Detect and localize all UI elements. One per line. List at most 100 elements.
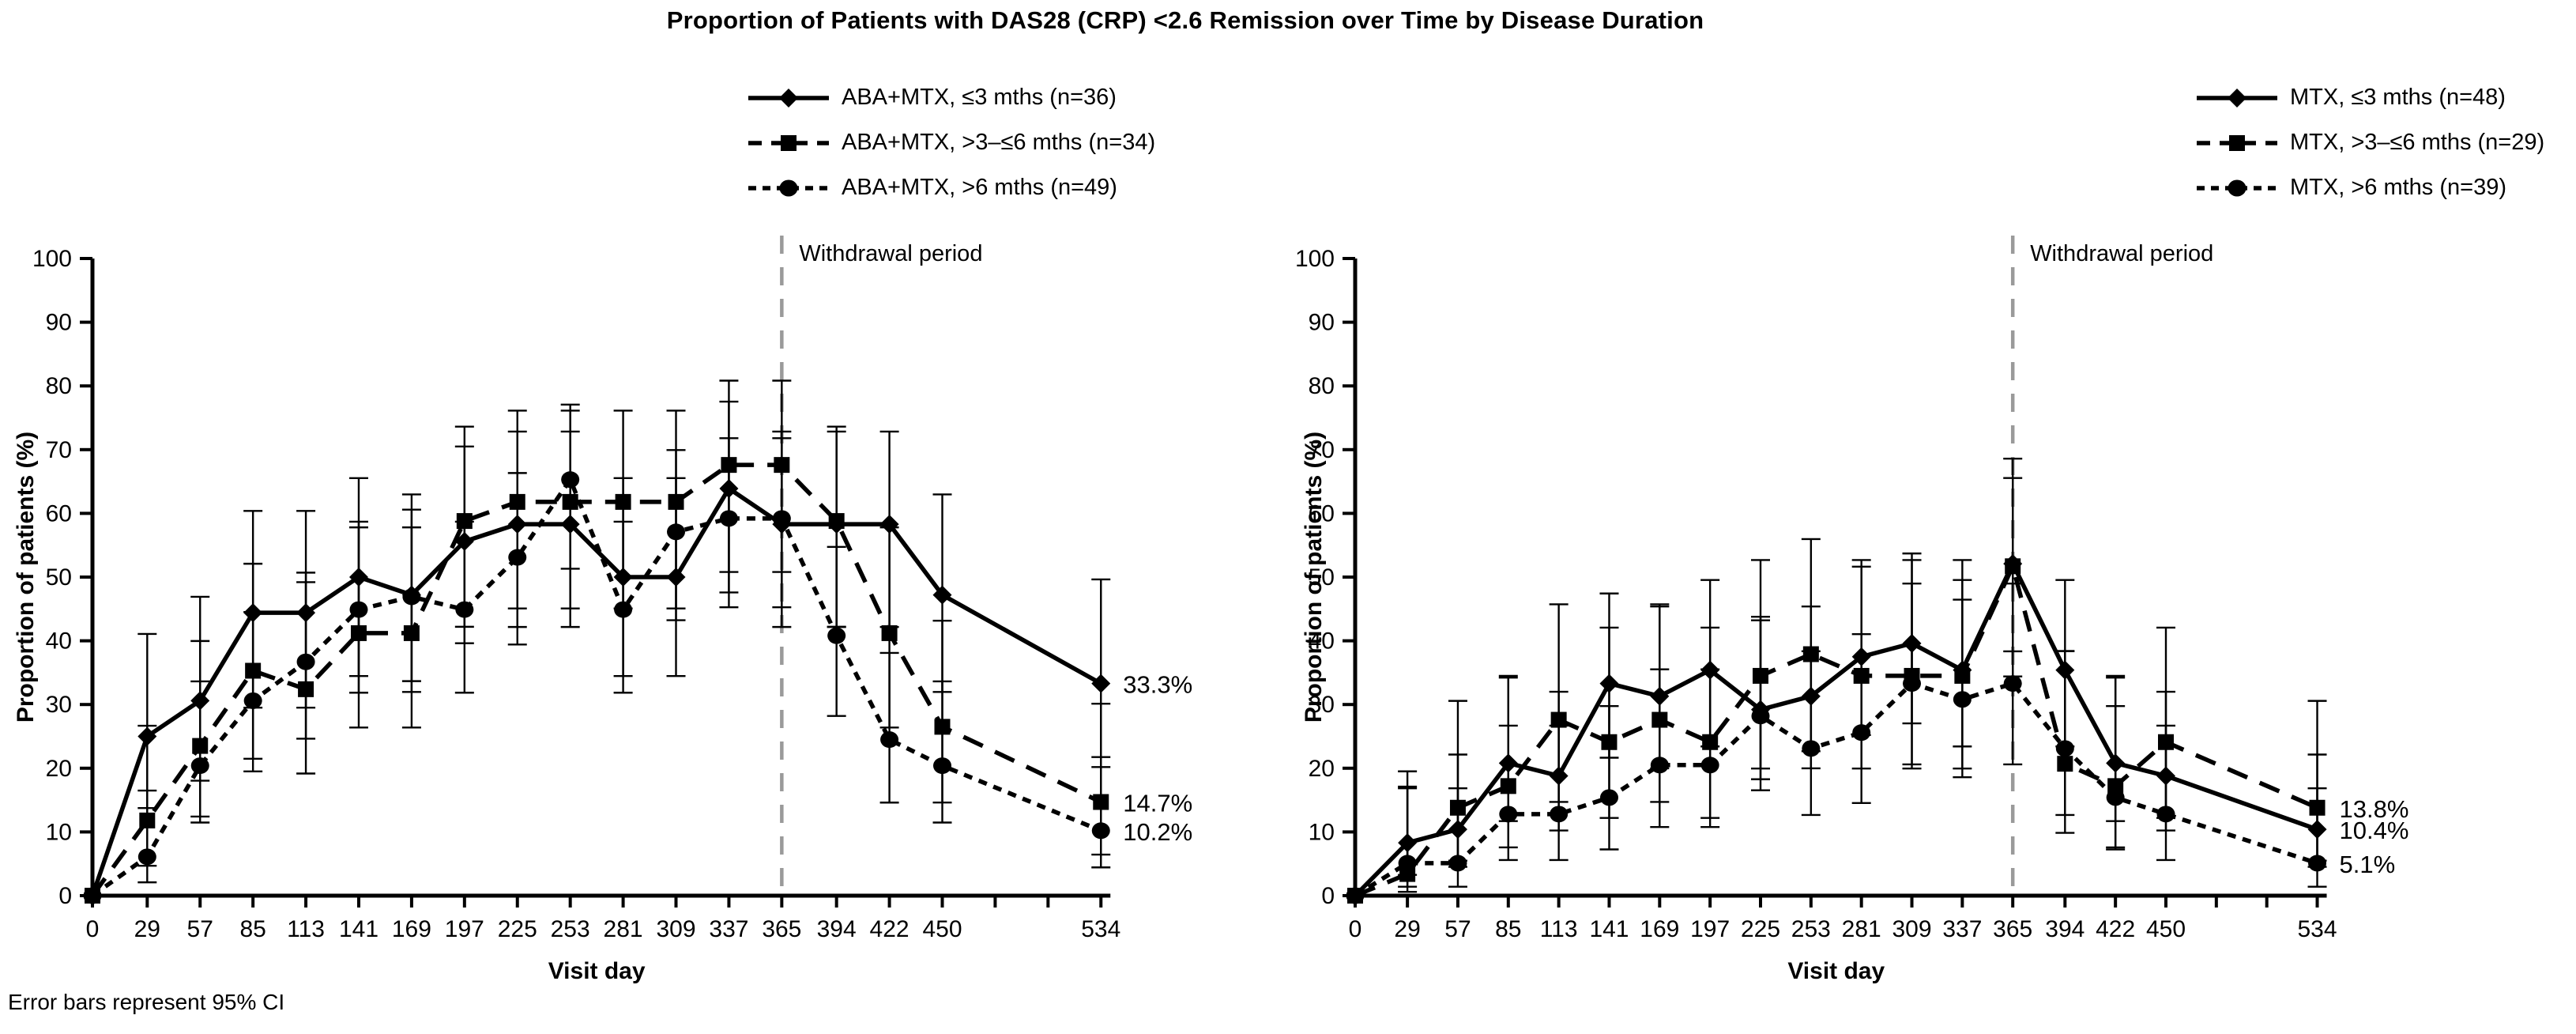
- diamond-marker-icon: [1599, 674, 1619, 693]
- error-bar: [2003, 582, 2023, 766]
- diamond-marker-icon: [2055, 660, 2075, 680]
- legend-marker-square-icon: [2197, 134, 2277, 151]
- square-marker-icon: [350, 625, 367, 641]
- x-tick-label: 253: [1791, 916, 1831, 942]
- y-tick-label: 70: [1309, 437, 1335, 463]
- x-tick-label: 337: [1942, 916, 1982, 942]
- legend-item: MTX, ≤3 mths (n=48): [2195, 75, 2544, 120]
- y-tick-label: 70: [46, 437, 72, 463]
- x-tick-label: 197: [445, 916, 484, 942]
- y-tick-label: 90: [46, 310, 72, 336]
- diamond-marker-icon: [1398, 833, 1418, 853]
- circle-marker-icon: [349, 601, 368, 618]
- circle-marker-icon: [614, 601, 633, 618]
- square-marker-icon: [828, 513, 845, 530]
- x-tick-label: 394: [2045, 916, 2085, 942]
- x-tick-label: 225: [1741, 916, 1780, 942]
- chart-mtx: 0 10 20 30 40 50 60 70 80 90 100 0 29 57 85 113 141 169 19…: [1295, 236, 2409, 984]
- x-tick-label: 113: [1540, 916, 1578, 942]
- diamond-marker-icon: [243, 603, 263, 623]
- square-marker-icon: [1954, 667, 1971, 684]
- legend-mtx: MTX, ≤3 mths (n=48) MTX, >3–≤6 mths (n=29…: [2195, 75, 2544, 210]
- circle-marker-icon: [1903, 675, 1922, 692]
- y-tick-label: 40: [1309, 628, 1335, 655]
- circle-marker-icon: [1398, 855, 1417, 872]
- error-bar: [1599, 705, 1619, 851]
- square-marker-icon: [1753, 667, 1768, 684]
- legend-label: ABA+MTX, ≤3 mths (n=36): [842, 85, 1117, 110]
- square-marker-icon: [881, 625, 898, 641]
- y-tick-label: 10: [46, 819, 72, 845]
- square-marker-icon: [403, 625, 420, 641]
- series-end-label: 10.4%: [2340, 817, 2409, 844]
- y-tick-label: 80: [1309, 373, 1335, 399]
- circle-marker-icon: [2228, 179, 2246, 196]
- error-bar: [243, 611, 263, 772]
- error-bar: [1801, 650, 1821, 817]
- y-tick-label: 50: [46, 564, 72, 591]
- error-bar-note: Error bars represent 95% CI: [8, 990, 285, 1014]
- legend-item: ABA+MTX, >6 mths (n=49): [747, 165, 1155, 210]
- square-marker-icon: [781, 134, 797, 151]
- x-tick-label: 281: [1842, 916, 1881, 942]
- circle-marker-icon: [190, 757, 209, 775]
- legend-item: MTX, >6 mths (n=39): [2195, 165, 2544, 210]
- figure-title: Proportion of Patients with DAS28 (CRP) …: [666, 6, 1704, 34]
- y-tick-label: 30: [1309, 692, 1335, 718]
- x-tick-label: 29: [134, 916, 160, 942]
- x-tick-label: 141: [1589, 916, 1629, 942]
- x-tick-label: 534: [2297, 916, 2337, 942]
- circle-marker-icon: [1091, 822, 1110, 840]
- diamond-marker-icon: [1700, 660, 1720, 680]
- y-tick-label: 100: [1295, 246, 1335, 272]
- y-axis-title: Proportion of patients (%): [13, 432, 39, 723]
- diamond-marker-icon: [613, 568, 633, 587]
- circle-marker-icon: [1650, 757, 1669, 774]
- x-tick-label: 365: [762, 916, 801, 942]
- y-tick-label: 50: [1309, 564, 1335, 591]
- diamond-marker-icon: [1091, 674, 1111, 693]
- diamond-marker-icon: [2106, 753, 2126, 773]
- y-tick-label: 90: [1309, 310, 1335, 336]
- error-bar: [1091, 756, 1111, 869]
- series-line-square: [90, 462, 1102, 897]
- diamond-marker-icon: [1801, 686, 1821, 706]
- square-marker-icon: [245, 662, 262, 679]
- diamond-marker-icon: [1498, 753, 1518, 773]
- x-tick-label: 85: [1495, 916, 1521, 942]
- circle-marker-icon: [1700, 757, 1719, 774]
- legend-label: ABA+MTX, >3–≤6 mths (n=34): [842, 130, 1156, 155]
- diamond-marker-icon: [507, 515, 527, 534]
- x-tick-label: 450: [2146, 916, 2186, 942]
- diamond-marker-icon: [1902, 633, 1922, 653]
- circle-marker-icon: [1751, 708, 1770, 725]
- square-marker-icon: [668, 493, 684, 510]
- square-marker-icon: [2309, 799, 2326, 816]
- error-bar: [2106, 705, 2126, 851]
- circle-marker-icon: [1802, 740, 1821, 757]
- legend-marker-diamond-icon: [2197, 88, 2277, 108]
- square-marker-icon: [2229, 134, 2245, 151]
- circle-marker-icon: [1852, 724, 1871, 742]
- circle-marker-icon: [455, 601, 474, 618]
- legend-label: MTX, >6 mths (n=39): [2290, 175, 2506, 200]
- series-end-label: 33.3%: [1123, 671, 1192, 699]
- legend-marker-diamond-icon: [748, 88, 829, 108]
- square-marker-icon: [1802, 646, 1819, 662]
- circle-marker-icon: [880, 731, 899, 749]
- legend-item: ABA+MTX, ≤3 mths (n=36): [747, 75, 1155, 120]
- diamond-marker-icon: [560, 515, 580, 534]
- error-bar: [1549, 724, 1569, 862]
- series-end-label: 13.8%: [2340, 795, 2409, 823]
- series-end-label: 5.1%: [2340, 851, 2396, 878]
- error-bar: [879, 651, 899, 804]
- legend-aba-mtx: ABA+MTX, ≤3 mths (n=36) ABA+MTX, >3–≤6 mt…: [747, 75, 1155, 210]
- diamond-marker-icon: [190, 691, 210, 711]
- legend-item: MTX, >3–≤6 mths (n=29): [2195, 120, 2544, 165]
- y-tick-label: 60: [46, 500, 72, 526]
- diamond-marker-icon: [2307, 820, 2327, 840]
- diamond-marker-icon: [348, 568, 368, 587]
- withdrawal-period-label: Withdrawal period: [799, 241, 982, 266]
- diamond-marker-icon: [1650, 686, 1670, 706]
